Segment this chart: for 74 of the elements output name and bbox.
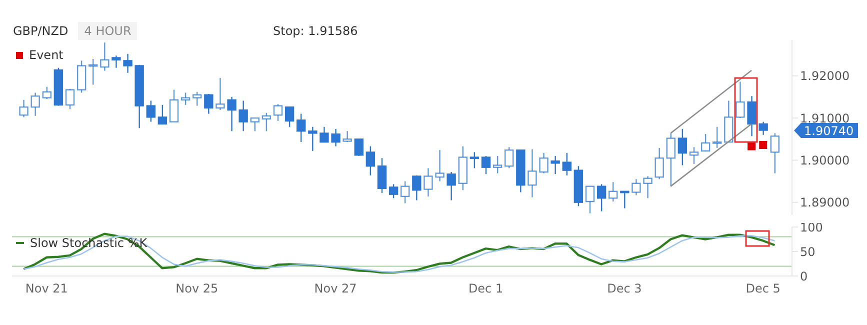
x-tick-label: Nov 21 xyxy=(25,282,68,296)
candlestick xyxy=(284,106,294,128)
candlestick xyxy=(65,88,75,110)
candlestick xyxy=(424,168,433,198)
candlestick xyxy=(758,121,768,136)
candlestick xyxy=(216,77,225,111)
chart-title: GBP/NZD xyxy=(13,24,68,38)
candlestick xyxy=(112,55,121,68)
candlestick xyxy=(320,126,329,144)
candlestick xyxy=(100,42,110,72)
text: Stop: 1.91586 xyxy=(273,24,358,38)
candlestick xyxy=(308,126,318,152)
candlestick xyxy=(158,104,168,125)
candlestick xyxy=(123,53,132,74)
x-tick-label: Dec 5 xyxy=(746,282,780,296)
candlestick xyxy=(666,132,676,187)
candlestick xyxy=(596,184,606,212)
x-tick-label: Nov 27 xyxy=(314,282,357,296)
y-tick-label: 50 xyxy=(800,244,816,259)
candlestick xyxy=(550,155,560,175)
candlestick xyxy=(736,81,745,119)
candlestick xyxy=(481,155,491,175)
x-tick-label: Dec 1 xyxy=(468,282,504,296)
candlestick xyxy=(192,91,202,106)
candlestick xyxy=(689,146,699,165)
candlestick xyxy=(620,190,630,209)
candlestick xyxy=(400,180,410,204)
candlestick xyxy=(470,152,480,169)
candlestick xyxy=(435,149,444,182)
y-tick-label: 1.90000 xyxy=(800,153,850,168)
candlestick xyxy=(262,112,272,132)
chart-subtitle: 4 HOUR xyxy=(78,22,138,40)
candlestick xyxy=(388,184,398,199)
candlestick xyxy=(42,86,52,100)
candlestick xyxy=(30,92,40,117)
candlestick xyxy=(528,148,537,198)
candlestick xyxy=(562,152,572,176)
candlestick xyxy=(227,96,236,132)
candlestick xyxy=(654,147,664,180)
y-tick-label: 0 xyxy=(800,269,808,284)
candlestick xyxy=(19,99,28,118)
y-tick-label: 1.91000 xyxy=(800,111,850,126)
y-tick-label: 1.89000 xyxy=(800,196,850,210)
candlestick xyxy=(608,182,618,202)
candlestick xyxy=(539,152,548,174)
candlestick xyxy=(169,89,179,122)
candlestick xyxy=(180,92,190,106)
candlestick xyxy=(492,155,502,174)
candlestick xyxy=(250,117,260,132)
candlestick xyxy=(504,146,514,169)
candlestick xyxy=(366,146,376,176)
candlestick xyxy=(204,93,214,114)
candlestick xyxy=(412,174,422,201)
candlestick xyxy=(770,132,780,174)
candlestick xyxy=(585,186,595,214)
candlestick xyxy=(643,176,652,199)
candlestick xyxy=(747,95,756,137)
x-tick-label: Dec 3 xyxy=(607,282,642,296)
candlestick xyxy=(632,178,641,196)
legend-label: Event xyxy=(29,48,64,62)
candlestick xyxy=(273,103,283,122)
text: 1.90740 xyxy=(804,124,854,138)
candlestick xyxy=(331,128,340,147)
candlestick xyxy=(354,138,364,157)
candlestick xyxy=(296,113,306,143)
candlestick xyxy=(712,126,722,149)
y-tick-label: 1.92000 xyxy=(800,69,850,84)
candlestick xyxy=(678,128,688,166)
candlestick xyxy=(238,100,248,132)
candlestick xyxy=(700,133,710,152)
candlestick xyxy=(146,100,156,122)
candlestick xyxy=(446,171,456,201)
x-tick-label: Nov 25 xyxy=(176,282,218,296)
candlestick xyxy=(377,157,387,194)
